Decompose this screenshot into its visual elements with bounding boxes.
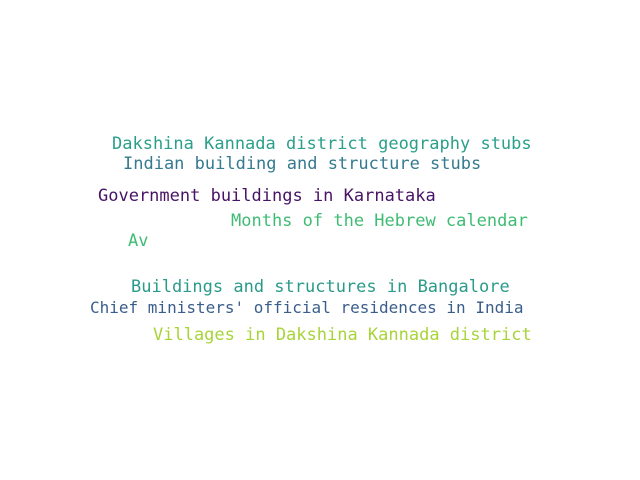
- cloud-word: Av: [128, 231, 149, 251]
- cloud-word: Indian building and structure stubs: [123, 154, 482, 174]
- cloud-word: Chief ministers' official residences in …: [90, 298, 524, 317]
- cloud-word: Buildings and structures in Bangalore: [131, 277, 510, 297]
- cloud-word: Villages in Dakshina Kannada district: [153, 325, 532, 345]
- cloud-word: Dakshina Kannada district geography stub…: [112, 134, 532, 154]
- cloud-word: Months of the Hebrew calendar: [231, 211, 528, 231]
- cloud-word: Government buildings in Karnataka: [98, 186, 436, 206]
